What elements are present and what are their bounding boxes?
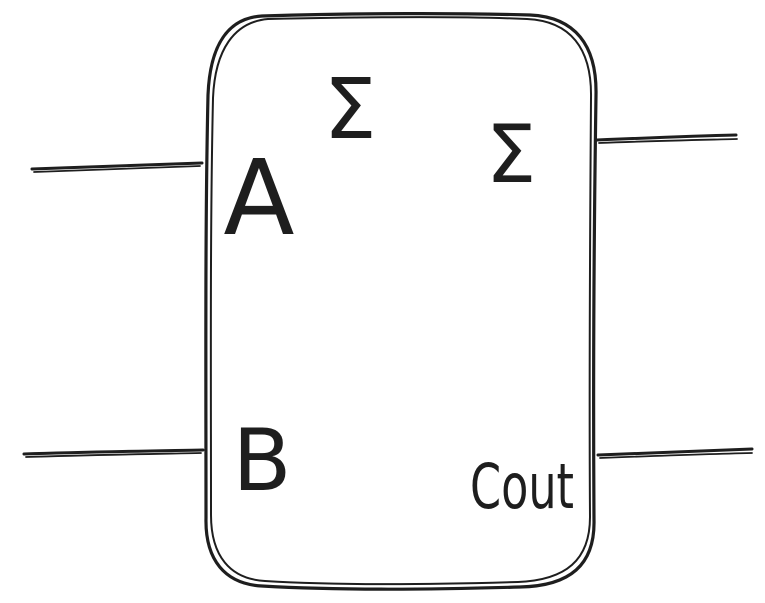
output-wire-cout[interactable] xyxy=(596,447,754,459)
block-title-sigma: Σ xyxy=(323,60,376,158)
output-label-sum: Σ xyxy=(486,108,537,201)
input-label-b: B xyxy=(233,411,292,511)
input-wire-a[interactable] xyxy=(30,161,204,173)
output-wire-sum[interactable] xyxy=(595,133,738,144)
input-label-a: A xyxy=(223,137,294,259)
input-wire-b[interactable] xyxy=(22,448,205,458)
output-label-cout: Cout xyxy=(470,450,574,523)
adder-block[interactable] xyxy=(204,12,598,591)
